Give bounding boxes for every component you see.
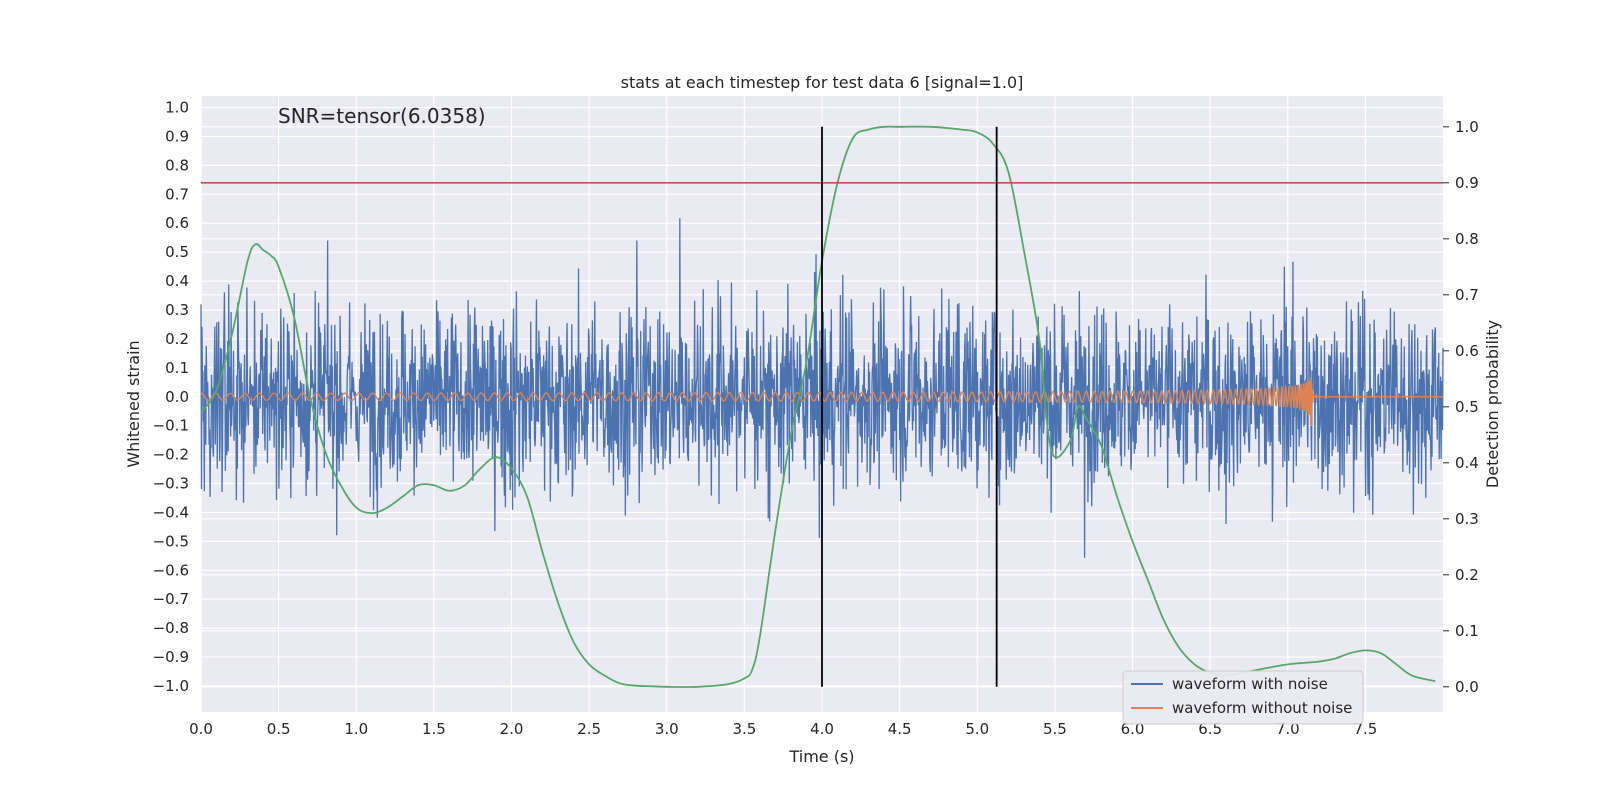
y-tick-label-left: −0.1 (153, 417, 189, 435)
y-tick-label-left: −0.7 (153, 590, 189, 608)
y-tick-label-right: 0.5 (1455, 398, 1479, 416)
x-tick-label: 3.5 (732, 720, 756, 738)
x-tick-label: 0.0 (189, 720, 213, 738)
y-tick-label-left: −0.5 (153, 532, 189, 550)
y-tick-label-left: 0.8 (165, 156, 189, 174)
legend: waveform with noise waveform without noi… (1122, 670, 1364, 725)
x-tick-label: 1.5 (422, 720, 446, 738)
y-tick-label-right: 0.7 (1455, 286, 1479, 304)
y-tick-label-right: 0.0 (1455, 678, 1479, 696)
y-tick-label-right: 0.8 (1455, 230, 1479, 248)
vertical-markers (821, 126, 998, 687)
x-tick-label: 5.0 (965, 720, 989, 738)
y-axis-label-right: Detection probability (1483, 320, 1502, 488)
y-tick-label-left: −0.8 (153, 619, 189, 637)
x-tick-label: 2.5 (577, 720, 601, 738)
x-tick-label: 4.5 (888, 720, 912, 738)
probability-line (200, 125, 1436, 688)
x-tick-label: 7.5 (1353, 720, 1377, 738)
y-tick-label-left: −0.9 (153, 648, 189, 666)
y-tick-label-right: 1.0 (1455, 118, 1479, 136)
chart-title: stats at each timestep for test data 6 [… (621, 73, 1024, 92)
y-tick-label-left: 0.0 (165, 388, 189, 406)
y-tick-label-left: −0.4 (153, 503, 189, 521)
y-tick-label-right: 0.9 (1455, 174, 1479, 192)
y-tick-label-right: 0.6 (1455, 342, 1479, 360)
y-tick-label-left: 1.0 (165, 99, 189, 117)
x-axis-label: Time (s) (788, 747, 854, 766)
y-tick-label-right: 0.4 (1455, 454, 1479, 472)
y-tick-label-left: 0.3 (165, 301, 189, 319)
x-tick-label: 2.0 (500, 720, 524, 738)
series-detection-probability (200, 125, 1436, 688)
y-tick-label-left: 0.2 (165, 330, 189, 348)
y-axis-label-left: Whitened strain (124, 340, 143, 467)
x-tick-label: 0.5 (267, 720, 291, 738)
y-tick-label-left: −0.6 (153, 561, 189, 579)
y-tick-label-left: 0.9 (165, 127, 189, 145)
y-tick-label-right: 0.3 (1455, 510, 1479, 528)
tick-labels: 0.0 0.5 1.0 1.5 2.0 2.5 3.0 3.5 4.0 4.5 5.0 5.5 6.0 6… (153, 99, 1479, 738)
y-tick-label-left: 0.7 (165, 185, 189, 203)
y-tick-label-left: −0.2 (153, 446, 189, 464)
x-tick-label: 4.0 (810, 720, 834, 738)
y-tick-label-right: 0.2 (1455, 566, 1479, 584)
y-tick-label-left: 0.4 (165, 272, 189, 290)
y-tick-label-left: −1.0 (153, 677, 189, 695)
y-tick-label-left: 0.6 (165, 214, 189, 232)
x-tick-label: 5.5 (1043, 720, 1067, 738)
y-tick-label-left: −0.3 (153, 475, 189, 493)
y-tick-label-left: 0.5 (165, 243, 189, 261)
legend-label-noise: waveform with noise (1172, 675, 1328, 693)
y-tick-label-right: 0.1 (1455, 622, 1479, 640)
snr-annotation: SNR=tensor(6.0358) (278, 104, 486, 128)
legend-box (1122, 670, 1364, 725)
x-tick-label: 1.0 (344, 720, 368, 738)
x-tick-label: 3.0 (655, 720, 679, 738)
legend-label-chirp: waveform without noise (1172, 699, 1352, 717)
y-tick-label-left: 0.1 (165, 359, 189, 377)
